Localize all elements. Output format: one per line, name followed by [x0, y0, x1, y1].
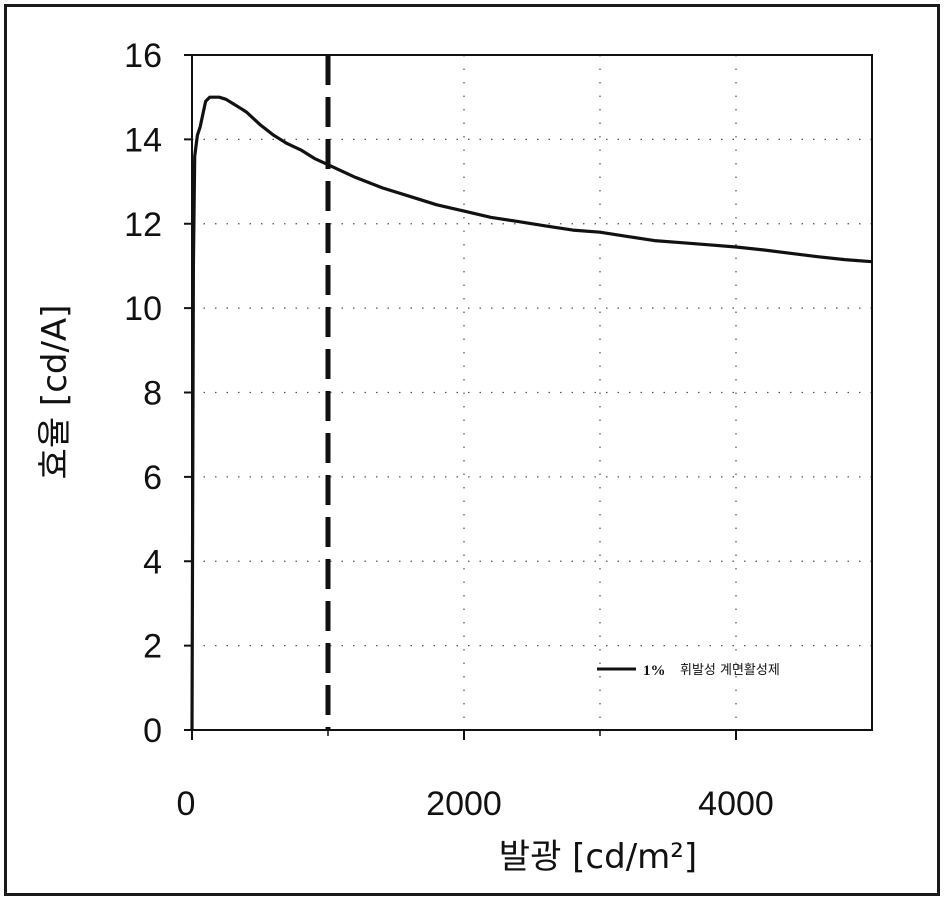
grid [192, 55, 872, 730]
y-tick-label: 0 [143, 712, 162, 750]
series-line [190, 95, 873, 731]
x-tick-label: 4000 [698, 785, 774, 823]
plot-area [191, 54, 873, 731]
x-tick-label: 0 [177, 785, 196, 823]
y-axis-title: 효율 [cd/A] [35, 305, 75, 480]
y-tick-label: 2 [143, 628, 162, 666]
legend-label: 휘발성 계면활성제 [680, 663, 780, 678]
x-tick-label: 2000 [426, 785, 502, 823]
series-layer [190, 95, 873, 731]
legend: 1% 휘발성 계면활성제 [597, 663, 780, 679]
legend-label-bold: 1% [643, 663, 666, 679]
y-tick-label: 4 [143, 543, 162, 581]
x-axis-title: 발광 [cd/m²] [499, 837, 697, 877]
y-tick-label: 6 [143, 459, 162, 497]
y-tick-label: 16 [124, 37, 162, 75]
figure-frame [4, 4, 940, 896]
y-tick-label: 12 [124, 206, 162, 244]
y-tick-label: 10 [124, 290, 162, 328]
y-tick-label: 14 [124, 121, 162, 159]
y-tick-label: 8 [143, 375, 162, 413]
axes: 0 2 4 6 8 10 12 14 16 0 2000 4000 [124, 37, 774, 823]
